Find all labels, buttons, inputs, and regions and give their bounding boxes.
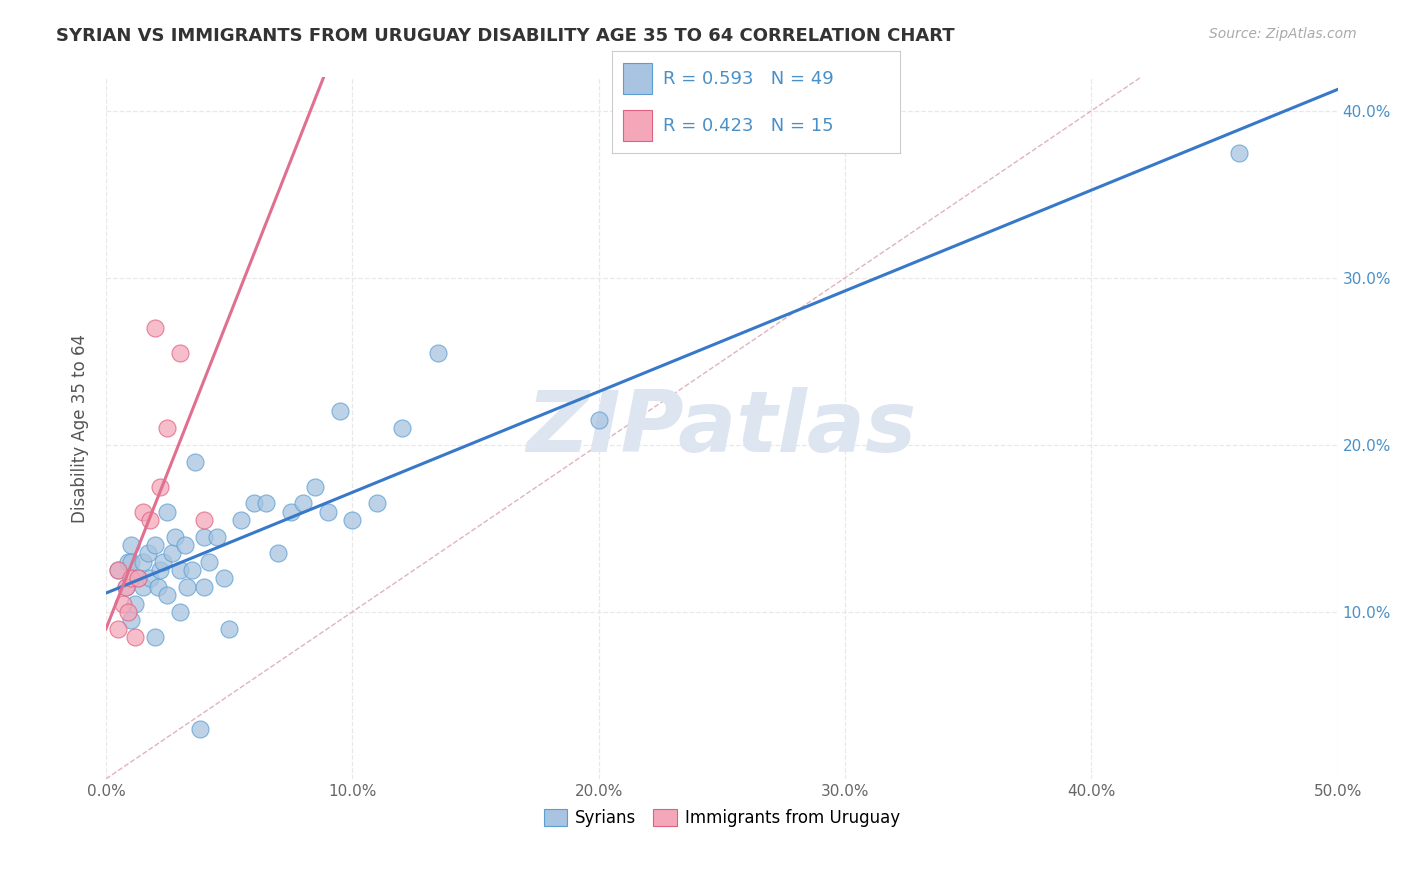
Point	[198, 555, 221, 569]
Point	[120, 555, 142, 569]
Point	[205, 530, 228, 544]
Point	[139, 572, 162, 586]
Point	[112, 597, 135, 611]
Point	[218, 622, 240, 636]
Point	[291, 496, 314, 510]
Text: Source: ZipAtlas.com: Source: ZipAtlas.com	[1209, 27, 1357, 41]
Point	[156, 505, 179, 519]
Point	[588, 413, 610, 427]
Point	[254, 496, 277, 510]
Point	[149, 563, 172, 577]
Point	[117, 605, 139, 619]
Point	[169, 563, 191, 577]
Point	[114, 580, 136, 594]
Point	[120, 613, 142, 627]
Text: ZIPatlas: ZIPatlas	[527, 386, 917, 470]
Point	[117, 555, 139, 569]
Point	[120, 572, 142, 586]
Point	[143, 321, 166, 335]
Point	[107, 622, 129, 636]
Point	[304, 480, 326, 494]
Point	[143, 630, 166, 644]
Point	[127, 572, 149, 586]
Point	[188, 722, 211, 736]
Y-axis label: Disability Age 35 to 64: Disability Age 35 to 64	[72, 334, 89, 523]
Point	[124, 597, 146, 611]
Point	[120, 538, 142, 552]
Point	[152, 555, 174, 569]
Point	[267, 546, 290, 560]
Point	[242, 496, 264, 510]
Point	[183, 454, 205, 468]
Point	[169, 605, 191, 619]
Point	[173, 538, 195, 552]
Bar	[623, 111, 652, 141]
Point	[231, 513, 253, 527]
Point	[114, 580, 136, 594]
Point	[391, 421, 413, 435]
Point	[329, 404, 352, 418]
Text: R = 0.423   N = 15: R = 0.423 N = 15	[664, 117, 834, 135]
Point	[163, 530, 186, 544]
Point	[280, 505, 302, 519]
Point	[132, 505, 155, 519]
Point	[1227, 145, 1250, 160]
Point	[176, 580, 198, 594]
Point	[193, 513, 215, 527]
Point	[316, 505, 339, 519]
Point	[156, 588, 179, 602]
Point	[143, 538, 166, 552]
Point	[146, 580, 169, 594]
Bar	[623, 63, 652, 94]
Point	[139, 513, 162, 527]
Point	[132, 580, 155, 594]
Point	[427, 346, 450, 360]
Point	[193, 580, 215, 594]
Point	[181, 563, 204, 577]
Point	[132, 555, 155, 569]
Point	[136, 546, 159, 560]
Point	[162, 546, 184, 560]
Point	[212, 572, 235, 586]
Point	[124, 630, 146, 644]
Point	[193, 530, 215, 544]
Point	[127, 572, 149, 586]
Point	[366, 496, 388, 510]
Text: SYRIAN VS IMMIGRANTS FROM URUGUAY DISABILITY AGE 35 TO 64 CORRELATION CHART: SYRIAN VS IMMIGRANTS FROM URUGUAY DISABI…	[56, 27, 955, 45]
Point	[107, 563, 129, 577]
Text: R = 0.593   N = 49: R = 0.593 N = 49	[664, 70, 834, 87]
Point	[342, 513, 364, 527]
Point	[149, 480, 172, 494]
Legend: Syrians, Immigrants from Uruguay: Syrians, Immigrants from Uruguay	[537, 802, 907, 834]
Point	[156, 421, 179, 435]
Point	[107, 563, 129, 577]
Point	[169, 346, 191, 360]
